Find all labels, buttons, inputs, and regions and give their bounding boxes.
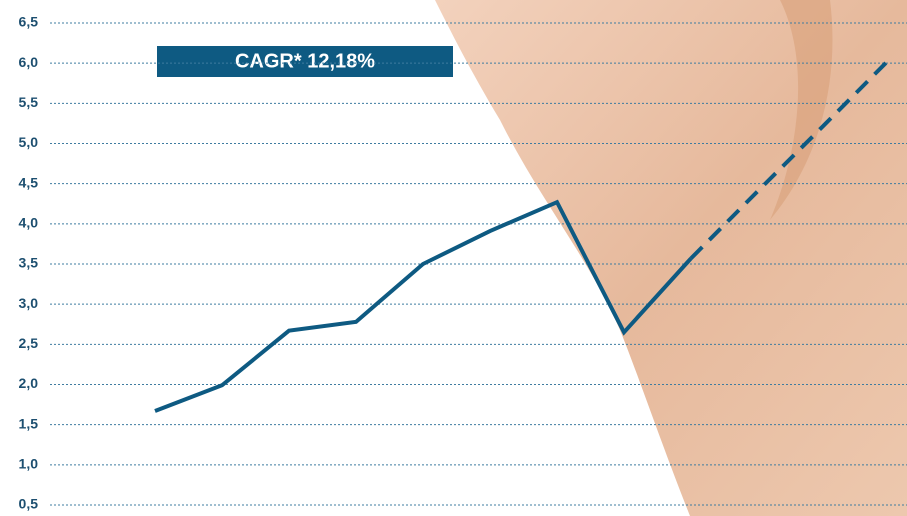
y-tick-label: 3,5: [19, 255, 39, 271]
y-tick-label: 6,0: [19, 54, 39, 70]
y-tick-label: 0,5: [19, 496, 39, 512]
background-photo: [435, 0, 907, 516]
y-tick-label: 1,5: [19, 415, 39, 431]
y-tick-label: 4,0: [19, 215, 39, 231]
y-tick-label: 3,0: [19, 295, 39, 311]
chart: CAGR* 12,18% 0,5 1,0 1,5 2,0 2,5 3,0 3,5 4,0 4,5…: [0, 0, 907, 516]
y-tick-label: 1,0: [19, 456, 39, 472]
y-tick-label: 5,0: [19, 134, 39, 150]
annotation: CAGR* 12,18%: [235, 50, 375, 72]
y-tick-label: 2,0: [19, 375, 39, 391]
y-tick-label: 2,5: [19, 335, 39, 351]
y-tick-label: 4,5: [19, 174, 39, 190]
y-tick-label: 5,5: [19, 94, 39, 110]
y-tick-label: 6,5: [19, 14, 39, 30]
